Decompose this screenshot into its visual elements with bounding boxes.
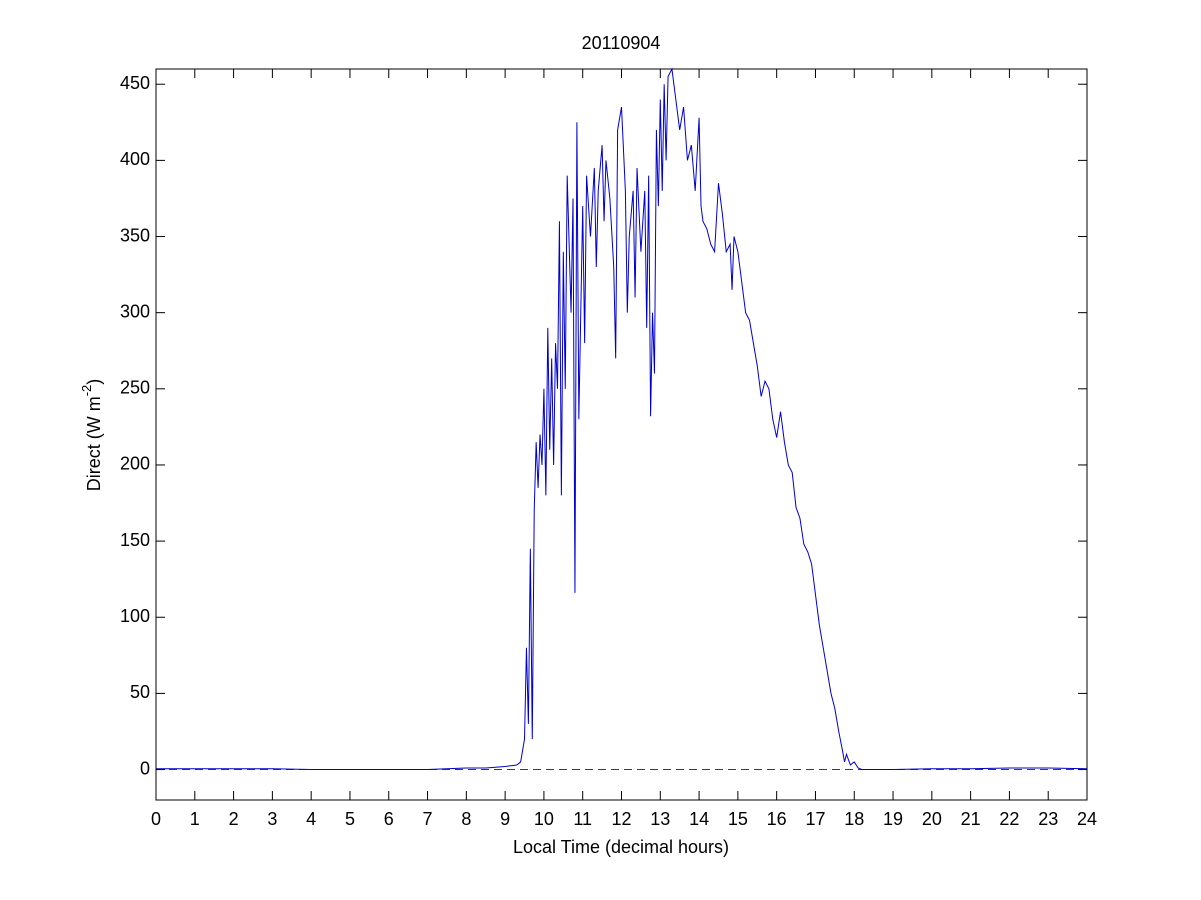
y-tick-label: 150 — [120, 530, 150, 550]
x-tick-label: 14 — [689, 809, 709, 829]
x-tick-label: 16 — [767, 809, 787, 829]
y-label-end: ) — [84, 379, 104, 385]
x-tick-label: 15 — [728, 809, 748, 829]
y-axis-label: Direct (W m-2) — [79, 379, 103, 492]
x-tick-label: 2 — [229, 809, 239, 829]
y-tick-label: 50 — [130, 682, 150, 702]
plot-area — [156, 69, 1087, 800]
y-tick-label: 100 — [120, 606, 150, 626]
y-tick-label: 400 — [120, 149, 150, 169]
x-tick-label: 22 — [999, 809, 1019, 829]
x-tick-label: 19 — [883, 809, 903, 829]
chart-title: 20110904 — [582, 33, 661, 53]
data-line — [156, 67, 1088, 771]
y-tick-label: 0 — [140, 758, 150, 778]
x-tick-label: 23 — [1038, 809, 1058, 829]
y-tick-label: 250 — [120, 378, 150, 398]
y-tick-label: 350 — [120, 225, 150, 245]
x-tick-label: 9 — [500, 809, 510, 829]
x-tick-label: 8 — [461, 809, 471, 829]
y-tick-label: 200 — [120, 454, 150, 474]
x-tick-label: 10 — [534, 809, 554, 829]
y-tick-label: 450 — [120, 73, 150, 93]
x-tick-label: 5 — [345, 809, 355, 829]
x-tick-label: 12 — [611, 809, 631, 829]
x-tick-label: 7 — [423, 809, 433, 829]
x-tick-label: 4 — [306, 809, 316, 829]
x-tick-label: 17 — [805, 809, 825, 829]
x-tick-label: 18 — [844, 809, 864, 829]
y-tick-label: 300 — [120, 301, 150, 321]
x-tick-label: 24 — [1077, 809, 1097, 829]
x-tick-label: 11 — [573, 809, 592, 829]
x-tick-label: 1 — [190, 809, 200, 829]
x-tick-label: 21 — [961, 809, 981, 829]
x-tick-label: 6 — [384, 809, 394, 829]
x-tick-label: 0 — [151, 809, 161, 829]
x-tick-label: 20 — [922, 809, 942, 829]
x-tick-label: 13 — [650, 809, 670, 829]
x-axis-label: Local Time (decimal hours) — [513, 837, 729, 857]
x-tick-label: 3 — [267, 809, 277, 829]
y-label-main: Direct (W m — [84, 396, 104, 491]
y-label-sup: -2 — [79, 385, 94, 397]
